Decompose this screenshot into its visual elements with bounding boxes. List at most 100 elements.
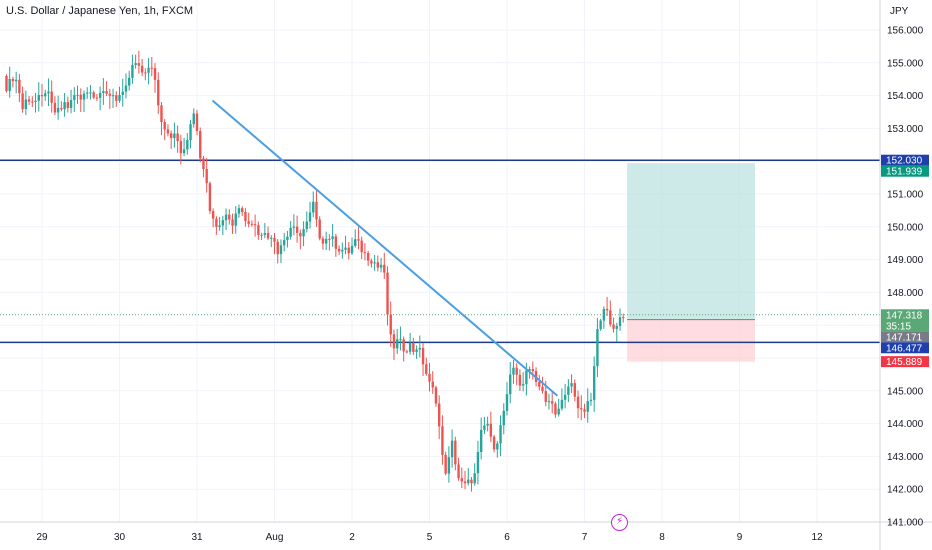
y-tick-label: 149.000 [887,255,924,266]
candle-body [66,102,70,108]
candle-body [531,369,535,371]
candle-body [263,233,267,235]
entry-price-tag: 147.171 [886,332,923,343]
candle-body [253,224,257,226]
horizontal-levels[interactable] [0,159,880,344]
y-tick-label: 145.000 [887,386,924,397]
candle-body [289,227,292,237]
last-price-tag-bg [881,309,929,332]
trendline-layer[interactable] [211,99,559,397]
candle-body [341,249,344,252]
candle-body [525,370,528,385]
candle-body [408,342,412,352]
candle-body [622,317,625,319]
candle-body [286,236,289,241]
candle-body [583,409,586,412]
candle-body [250,223,254,225]
candle-body [273,237,276,242]
candle-body [270,237,273,239]
y-tick-label: 144.000 [887,419,924,430]
candle-body [40,95,44,97]
candle-body [21,93,24,110]
trendline[interactable] [211,99,559,397]
stop-price-tag-bg [881,356,929,368]
position-zones[interactable] [627,163,755,362]
y-tick-label: 153.000 [887,124,924,135]
candle-body [131,64,134,78]
candle-body [573,383,577,397]
target-price-tag: 151.939 [886,167,923,178]
candle-body [567,386,570,395]
candle-body [541,386,544,392]
candle-body [457,464,460,479]
candle-body [554,403,557,415]
candle-body [373,262,376,264]
candle-body [415,349,418,352]
x-tick-label: Aug [266,532,284,543]
candle-body [383,264,386,273]
candle-body [489,423,493,437]
candle-body [331,236,334,240]
candle-body [512,367,515,375]
candle-body [496,443,499,450]
candle-body [215,218,218,227]
candle-body [386,272,389,315]
candle-body [244,212,247,222]
candle-body [302,229,305,237]
candle-body [195,113,199,132]
candle-body [199,131,202,159]
candle-body [82,93,86,100]
candle-body [347,247,350,254]
candle-body [231,219,234,226]
candle-body [11,79,15,82]
candle-body [189,124,192,141]
candle-body [124,85,128,92]
candle-body [576,396,580,409]
y-tick-label: 148.000 [887,288,924,299]
stop-zone[interactable] [627,319,755,362]
stop-price-tag: 145.889 [886,357,923,368]
candle-body [234,213,237,226]
resistance-level-tag: 152.030 [886,156,923,167]
candle-body [31,101,34,103]
candle-body [499,425,502,444]
candle-body [337,248,341,252]
candle-body [437,403,441,427]
candle-body [328,238,331,240]
lightning-icon[interactable]: ⚡ [611,514,628,531]
x-tick-label: 29 [36,532,48,543]
candle-body [589,399,593,402]
support-level-tag: 146.477 [886,343,923,354]
candle-body [176,133,179,142]
y-tick-label: 150.000 [887,222,924,233]
candle-body [334,236,338,249]
candle-body [518,374,522,386]
candle-body [376,262,380,268]
candle-body [56,107,60,113]
target-zone[interactable] [627,163,755,320]
candle-body [86,92,89,94]
candle-body [538,381,541,387]
candle-body [44,93,47,97]
candle-body [580,408,583,410]
candle-body [140,65,144,73]
target-price-tag-bg [881,165,929,177]
candle-body [389,314,392,335]
candle-body [615,325,618,329]
candle-body [547,401,551,403]
candle-body [292,226,296,228]
candle-body [18,79,21,94]
candle-body [308,212,312,222]
candle-body [315,201,318,220]
candle-body [363,252,367,254]
candle-body [202,158,205,169]
candle-body [53,102,57,113]
candle-body [295,226,299,233]
candle-body [412,342,415,352]
symbol-title[interactable]: U.S. Dollar / Japanese Yen, 1h, FXCM [6,5,194,17]
x-tick-label: 5 [427,532,433,543]
candle-body [521,384,525,386]
